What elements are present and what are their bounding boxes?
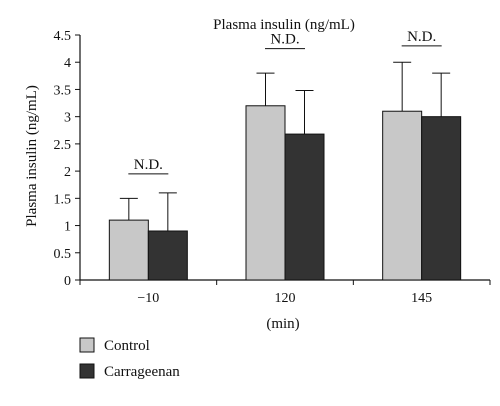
- bar-control: [382, 110, 423, 281]
- x-tick-label: −10: [137, 291, 159, 306]
- legend-swatch: [79, 337, 95, 353]
- y-tick-label: 0: [64, 274, 71, 289]
- legend-swatch: [79, 363, 95, 379]
- y-tick-label: 2: [64, 165, 71, 180]
- y-tick-label: 3.5: [54, 83, 72, 98]
- bar-carrageenan: [284, 133, 325, 281]
- significance-label: N.D.: [407, 29, 436, 45]
- bar-carrageenan: [147, 230, 188, 281]
- annotations: N.D. N.D. N.D.: [128, 29, 442, 175]
- significance-label: N.D.: [134, 157, 163, 173]
- y-tick-label: 4: [64, 56, 71, 71]
- y-tick-label: 4.5: [54, 29, 72, 44]
- y-tick-label: 1: [64, 220, 71, 235]
- legend-label: Carrageenan: [104, 364, 180, 380]
- bar-control: [245, 105, 286, 281]
- significance-label: N.D.: [270, 32, 299, 48]
- axes: 0 0.5 1 1.5 2 2.5 3 3.5 4 4.5 −10 120 145: [54, 29, 491, 306]
- y-axis-title: Plasma insulin (ng/mL): [24, 85, 40, 227]
- bars: [108, 105, 462, 281]
- chart-title: Plasma insulin (ng/mL): [213, 17, 355, 33]
- x-tick-label: 145: [411, 291, 432, 306]
- y-tick-label: 3: [64, 111, 71, 126]
- x-axis-title: (min): [266, 316, 299, 332]
- legend: Control Carrageenan: [79, 337, 180, 380]
- x-tick-label: 120: [275, 291, 296, 306]
- bar-carrageenan: [421, 116, 462, 281]
- y-tick-label: 0.5: [54, 247, 72, 262]
- error-bars: [119, 61, 451, 231]
- y-tick-label: 1.5: [54, 192, 72, 207]
- y-tick-label: 2.5: [54, 138, 72, 153]
- bar-control: [108, 219, 149, 281]
- legend-label: Control: [104, 338, 150, 354]
